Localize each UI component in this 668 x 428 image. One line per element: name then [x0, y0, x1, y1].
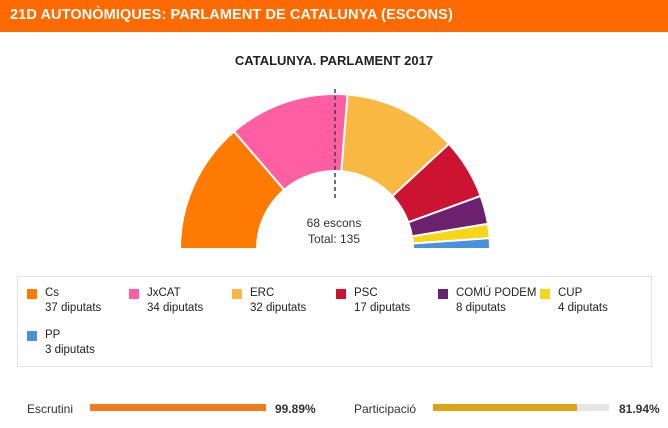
scrutiny-bar-fill	[90, 404, 266, 411]
scrutiny-value: 99.89%	[275, 402, 316, 416]
scrutiny-label: Escrutini	[27, 402, 74, 416]
legend-party-name: COMÚ PODEM	[456, 287, 537, 299]
hemicycle-slice-pp[interactable]	[411, 237, 492, 250]
chart-title: CATALUNYA. PARLAMENT 2017	[234, 53, 434, 68]
legend-swatch	[540, 289, 550, 299]
legend: Cs 37 diputats JxCAT 34 diputats ERC 32 …	[17, 276, 652, 367]
header-title: 21D AUTONÒMIQUES: PARLAMENT DE CATALUNYA…	[10, 7, 453, 23]
legend-party-name: JxCAT	[147, 287, 181, 299]
legend-seat-count: 32 diputats	[250, 302, 307, 314]
legend-party-name: PSC	[354, 287, 378, 299]
legend-swatch	[336, 289, 346, 299]
legend-party-name: CUP	[558, 287, 583, 299]
legend-party-name: Cs	[45, 287, 60, 299]
participation-bar-track	[433, 404, 609, 411]
legend-party-name: ERC	[250, 287, 275, 299]
participation-bar-fill	[433, 404, 578, 411]
legend-seat-count: 17 diputats	[354, 302, 411, 314]
header-bar: 21D AUTONÒMIQUES: PARLAMENT DE CATALUNYA…	[0, 0, 668, 32]
legend-seat-count: 4 diputats	[558, 302, 608, 314]
scrutiny-bar-track	[90, 404, 266, 411]
participation-label: Participació	[354, 402, 417, 416]
legend-swatch	[438, 289, 448, 299]
legend-seat-count: 8 diputats	[456, 302, 506, 314]
legend-seat-count: 3 diputats	[45, 344, 95, 356]
legend-seat-count: 34 diputats	[147, 302, 204, 314]
legend-party-name: PP	[45, 329, 61, 341]
hemicycle-chart	[178, 89, 492, 250]
legend-swatch	[129, 289, 139, 299]
majority-label: 68 escons	[306, 216, 362, 230]
legend-swatch	[27, 289, 37, 299]
legend-swatch	[232, 289, 242, 299]
legend-swatch	[27, 331, 37, 341]
participation-value: 81.94%	[619, 402, 660, 416]
total-label: Total: 135	[307, 232, 361, 246]
legend-seat-count: 37 diputats	[45, 302, 102, 314]
